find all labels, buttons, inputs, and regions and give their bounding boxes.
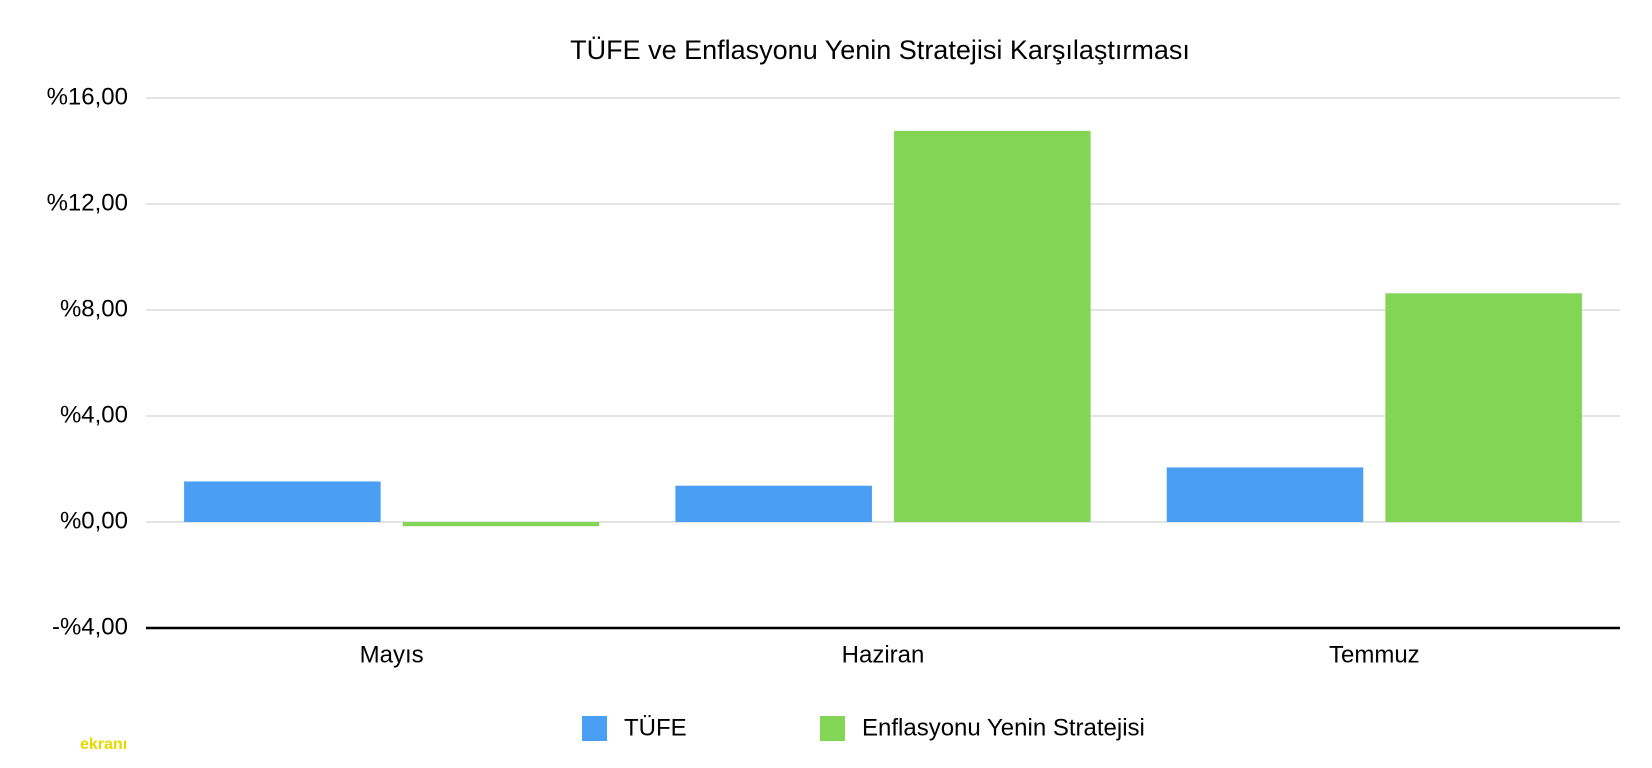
x-tick-label: Temmuz (1329, 641, 1420, 668)
legend-label: Enflasyonu Yenin Stratejisi (862, 714, 1145, 741)
chart-title: TÜFE ve Enflasyonu Yenin Stratejisi Karş… (570, 35, 1190, 65)
legend-swatch (820, 716, 845, 741)
y-tick-label: %8,00 (60, 295, 128, 322)
y-tick-label: %0,00 (60, 507, 128, 534)
y-tick-label: %12,00 (47, 189, 128, 216)
legend-label: TÜFE (624, 714, 687, 741)
bar (402, 522, 600, 527)
y-tick-label: -%4,00 (52, 613, 128, 640)
bar (1385, 293, 1582, 522)
y-tick-label: %16,00 (47, 83, 128, 110)
bar (894, 130, 1091, 523)
bar (184, 481, 381, 522)
watermark: ekranı (80, 736, 127, 753)
bar (1166, 467, 1364, 522)
bar (675, 485, 872, 522)
y-tick-label: %4,00 (60, 401, 128, 428)
x-tick-label: Haziran (842, 641, 925, 668)
x-tick-label: Mayıs (360, 641, 424, 668)
legend-swatch (582, 716, 607, 741)
